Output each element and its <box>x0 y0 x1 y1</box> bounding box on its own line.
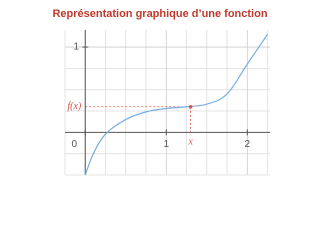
chart: Représentation graphique d’une fonction … <box>52 8 270 176</box>
x-tick-label: 2 <box>245 139 251 150</box>
x-tick-label: 0 <box>71 139 77 150</box>
chart-title: Représentation graphique d’une fonction <box>52 8 267 20</box>
y-tick-label: 1 <box>73 42 79 53</box>
point-y-label: f(x) <box>67 101 82 112</box>
point-x-label: x <box>187 137 193 148</box>
x-tick-label: 1 <box>164 139 170 150</box>
curve <box>84 33 269 176</box>
point <box>188 104 193 109</box>
